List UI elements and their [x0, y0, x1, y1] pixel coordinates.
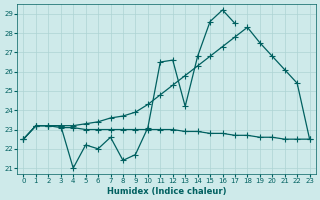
X-axis label: Humidex (Indice chaleur): Humidex (Indice chaleur)	[107, 187, 226, 196]
